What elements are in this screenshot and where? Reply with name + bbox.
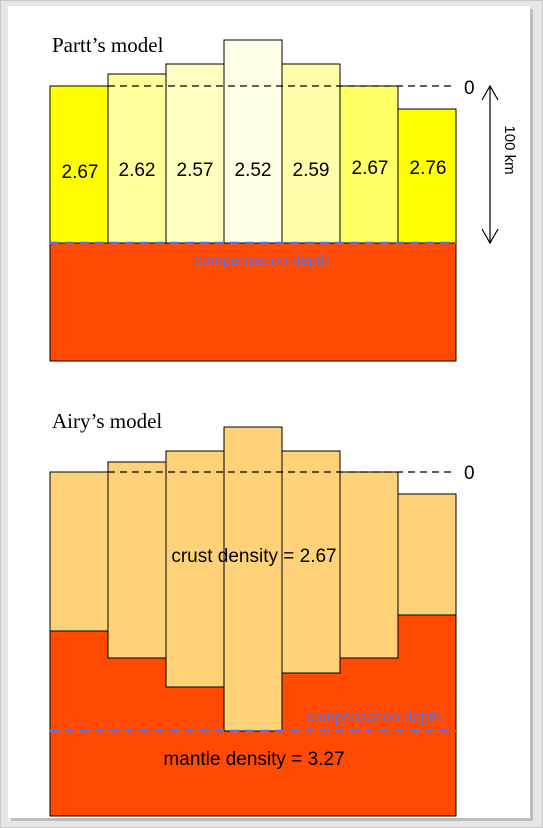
airy-column-1 bbox=[49, 471, 109, 632]
pratt-compensation-label: compensation depth bbox=[194, 252, 329, 269]
pratt-title: Partt’s model bbox=[52, 33, 164, 57]
mantle-density-label: mantle density = 3.27 bbox=[163, 749, 344, 770]
pratt-column-3 bbox=[165, 63, 225, 244]
pratt-column-5 bbox=[281, 63, 341, 244]
pratt-columns bbox=[49, 39, 457, 244]
pratt-density-4: 2.52 bbox=[235, 160, 272, 181]
pratt-column-2 bbox=[107, 73, 167, 244]
depth-label: 100 km bbox=[501, 125, 518, 174]
pratt-density-1: 2.67 bbox=[62, 162, 99, 183]
pratt-column-1 bbox=[49, 85, 109, 244]
pratt-zero-label: 0 bbox=[464, 78, 475, 99]
airy-column-7 bbox=[397, 493, 457, 616]
airy-title: Airy’s model bbox=[52, 409, 162, 433]
airy-column-3 bbox=[165, 450, 225, 688]
airy-column-6 bbox=[339, 471, 399, 659]
airy-column-5 bbox=[281, 450, 341, 674]
pratt-density-3: 2.57 bbox=[177, 160, 214, 181]
pratt-density-5: 2.59 bbox=[293, 160, 330, 181]
pratt-column-4 bbox=[223, 39, 283, 244]
crust-density-label: crust density = 2.67 bbox=[171, 546, 336, 567]
pratt-density-2: 2.62 bbox=[119, 160, 156, 181]
airy-zero-label: 0 bbox=[464, 463, 475, 484]
pratt-density-7: 2.76 bbox=[410, 158, 447, 179]
airy-columns bbox=[49, 426, 457, 732]
pratt-density-6: 2.67 bbox=[352, 158, 389, 179]
airy-compensation-label: compensation depth bbox=[306, 709, 441, 726]
depth-arrow bbox=[481, 84, 499, 245]
airy-column-2 bbox=[107, 461, 167, 659]
